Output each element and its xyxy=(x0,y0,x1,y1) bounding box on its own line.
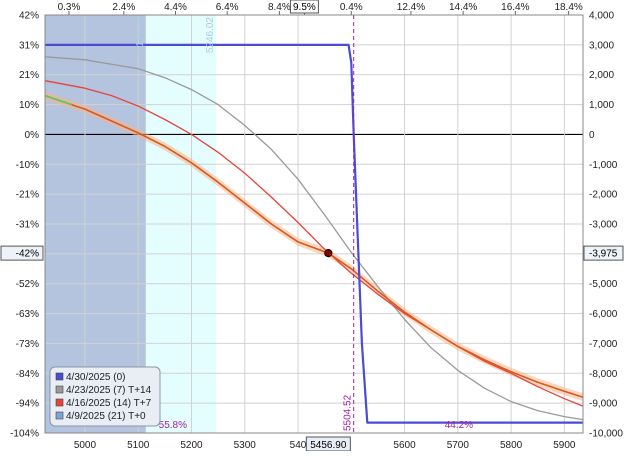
legend-swatch[interactable] xyxy=(55,398,64,407)
t14-line xyxy=(44,56,584,421)
x-tick-label: 5200 xyxy=(180,440,203,451)
x-tick-label: 540 xyxy=(290,440,307,451)
y-right-tick-label: -3,000 xyxy=(589,220,618,231)
y-right-tick-label: -1,000 xyxy=(589,160,618,171)
legend-swatch[interactable] xyxy=(55,372,64,381)
top-tick-label: 6.4% xyxy=(216,2,239,13)
legend-swatch[interactable] xyxy=(55,385,64,394)
t0-line-left-segment xyxy=(44,94,72,106)
y-left-tick-label: 42% xyxy=(19,11,39,22)
x-tick-label: 5000 xyxy=(74,440,97,451)
y-right-tick-label: 3,000 xyxy=(589,40,614,51)
y-left-tick-label: -52% xyxy=(16,279,39,290)
y-left-tick-label: -84% xyxy=(16,369,39,380)
y-right-tick-label: -8,000 xyxy=(589,369,618,380)
legend-label: 4/23/2025 (7) T+14 xyxy=(66,385,152,396)
band-low-label: 5114.38 xyxy=(135,17,146,53)
top-tick-label: 12.4% xyxy=(397,2,425,13)
y-left-tick-label: -31% xyxy=(16,220,39,231)
y-right-tick-label: 2,000 xyxy=(589,70,614,81)
legend-swatch[interactable] xyxy=(55,411,64,420)
top-tick-label: 14.4% xyxy=(449,2,477,13)
y-left-tick-label: -94% xyxy=(16,399,39,410)
y-right-tick-label: 4,000 xyxy=(589,11,614,22)
y-left-tick-label: 0% xyxy=(25,130,40,141)
top-highlight-box xyxy=(289,0,319,14)
current-pl-left-label: -42% xyxy=(16,249,39,260)
y-right-tick-label: -6,000 xyxy=(589,309,618,320)
band-high-label: 5246.02 xyxy=(205,17,216,54)
y-right-tick-label: 0 xyxy=(589,130,595,141)
x-tick-label: 5800 xyxy=(500,440,523,451)
y-right-tick-label: 1,000 xyxy=(589,100,614,111)
top-highlight-label: 9.5% xyxy=(293,2,316,13)
y-right-tick-label: -7,000 xyxy=(589,339,618,350)
y-right-tick-label: -5,000 xyxy=(589,279,618,290)
y-left-tick-label: 31% xyxy=(19,40,39,51)
y-left-tick-label: -10% xyxy=(16,160,39,171)
current-pl-right-label: -3,975 xyxy=(589,249,618,260)
current-position-marker xyxy=(324,249,333,258)
top-tick-label: 4.4% xyxy=(164,2,187,13)
plot-frame xyxy=(44,14,584,434)
y-left-tick-label: 10% xyxy=(19,100,39,111)
legend-label: 4/16/2025 (14) T+7 xyxy=(66,398,152,409)
t7-line xyxy=(44,80,584,407)
top-tick-label: 18.4% xyxy=(554,2,582,13)
y-left-tick-label: -21% xyxy=(16,190,39,201)
legend-box xyxy=(49,366,161,427)
current-price-label: 5456.90 xyxy=(310,440,347,451)
y-left-tick-label: 21% xyxy=(19,70,39,81)
y-right-tick-label: -10,000 xyxy=(589,429,623,440)
legend-label: 4/30/2025 (0) xyxy=(66,372,126,383)
top-tick-label: 0.4% xyxy=(340,2,363,13)
y-right-tick-label: -2,000 xyxy=(589,190,618,201)
x-tick-label: 5700 xyxy=(447,440,470,451)
current-pl-left-box xyxy=(0,245,44,261)
top-tick-label: 0.3% xyxy=(58,2,81,13)
t0-confidence-band xyxy=(45,91,583,402)
top-tick-label: 16.4% xyxy=(501,2,529,13)
prob-below-label: 55.8% xyxy=(159,420,187,431)
top-tick-label: 2.4% xyxy=(112,2,135,13)
y-left-tick-label: -104% xyxy=(10,429,39,440)
breakeven-label: 5504.52 xyxy=(343,394,354,431)
y-left-tick-label: -63% xyxy=(16,309,39,320)
prob-above-label: 44.2% xyxy=(445,420,473,431)
top-tick-label: 8.4% xyxy=(268,2,291,13)
t0-line xyxy=(44,94,584,398)
x-tick-label: 5300 xyxy=(234,440,257,451)
x-tick-label: 5900 xyxy=(553,440,576,451)
current-pl-right-box xyxy=(583,245,624,261)
y-right-tick-label: -9,000 xyxy=(589,399,618,410)
legend-label: 4/9/2025 (21) T+0 xyxy=(66,411,146,422)
x-tick-label: 5600 xyxy=(393,440,416,451)
x-tick-label: 5100 xyxy=(127,440,150,451)
y-left-tick-label: -73% xyxy=(16,339,39,350)
